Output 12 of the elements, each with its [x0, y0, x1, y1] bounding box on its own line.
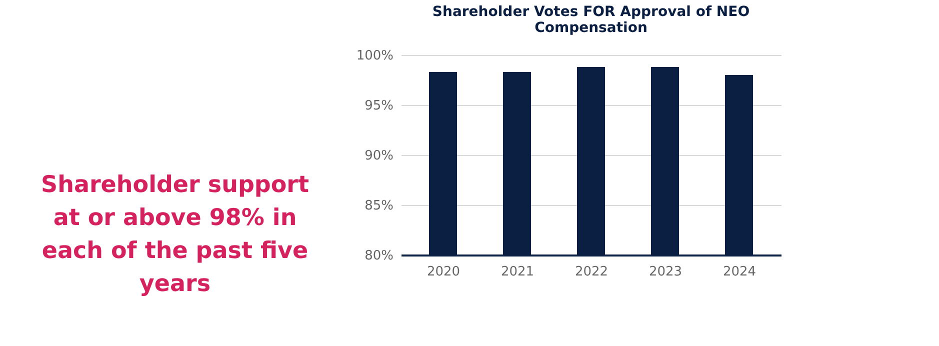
- x-tick-label: 2023: [648, 264, 682, 280]
- x-tick-label: 2024: [722, 264, 756, 280]
- y-tick-label: 100%: [356, 48, 394, 64]
- chart-title: Shareholder Votes FOR Approval of NEO Compensation: [432, 4, 750, 36]
- x-tick-label: 2020: [426, 264, 460, 280]
- y-tick-label: 95%: [364, 98, 394, 114]
- y-tick-label: 80%: [364, 248, 394, 264]
- y-tick-label: 85%: [364, 198, 394, 214]
- x-tick-label: 2021: [500, 264, 534, 280]
- y-tick-label: 90%: [364, 148, 394, 164]
- text: Shareholder support at or above 98% in each of the past five years: [40, 172, 310, 297]
- x-tick-label: 2022: [574, 264, 608, 280]
